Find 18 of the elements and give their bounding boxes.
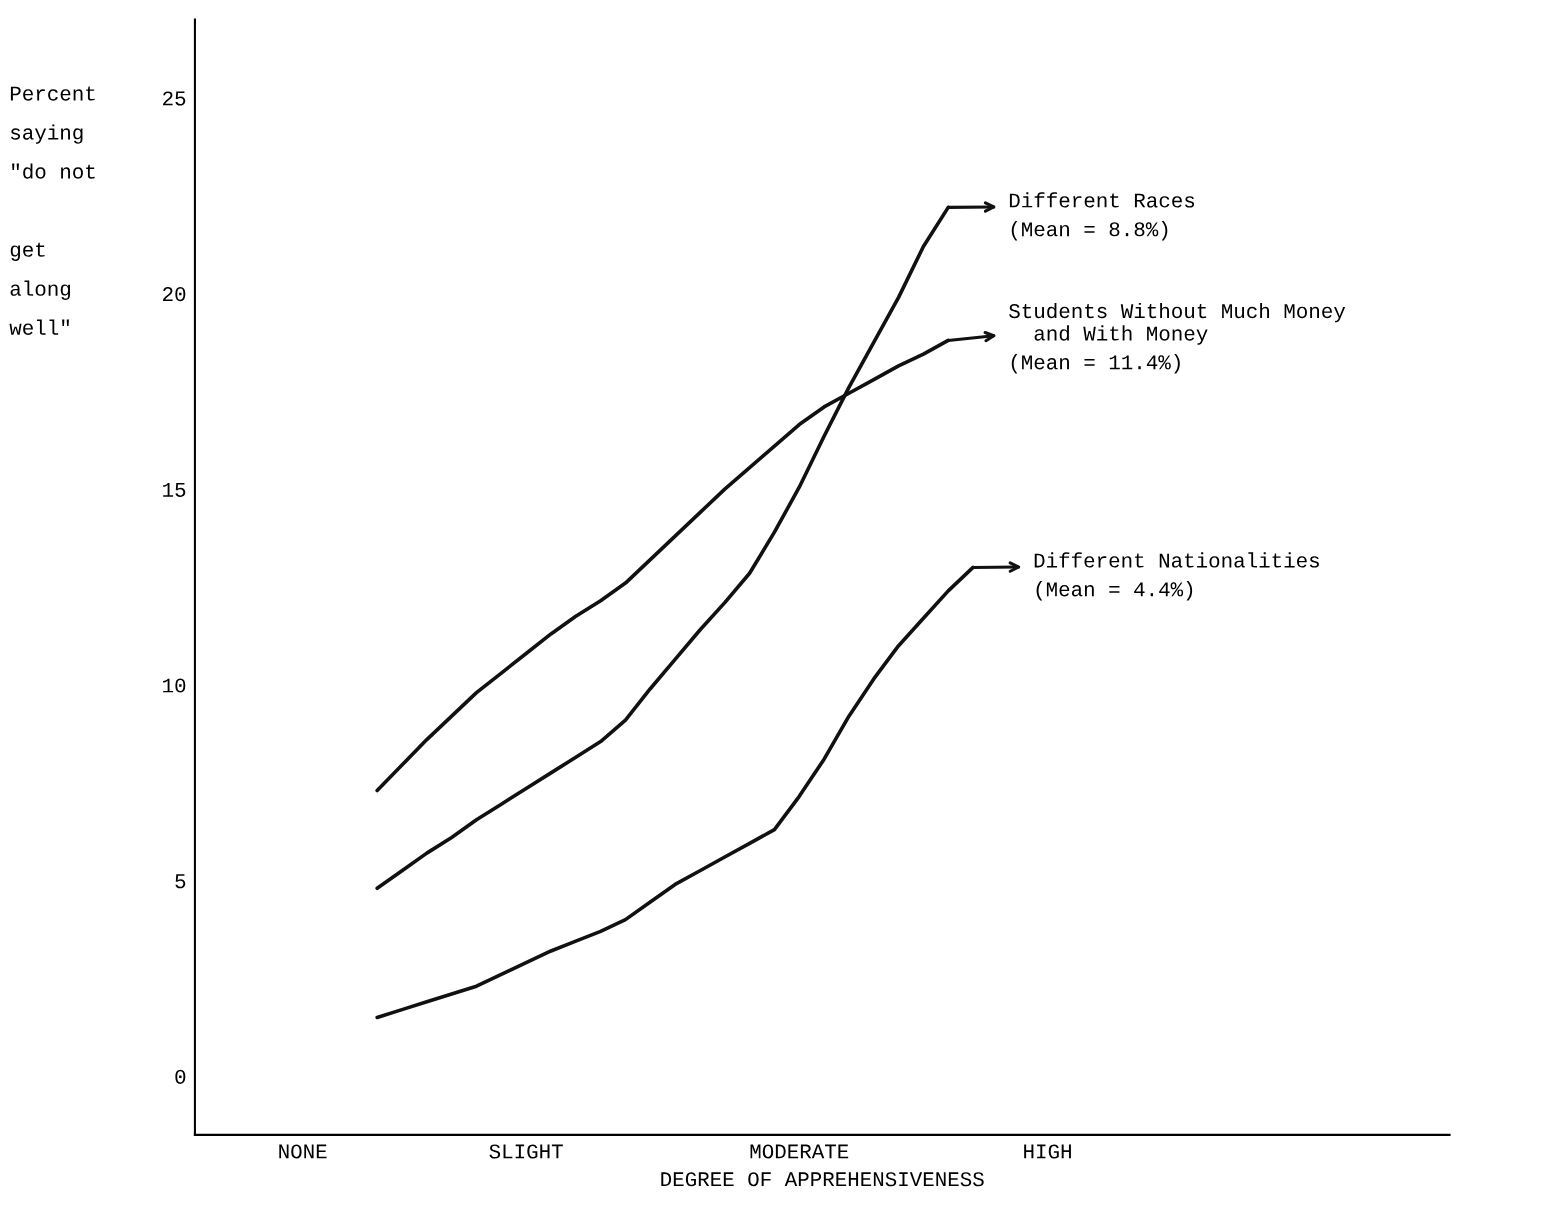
- y-tick-label: 5: [175, 874, 186, 889]
- legend-label: Students Without Much Money and With Money: [1009, 302, 1346, 345]
- y-tick-label: 25: [163, 91, 186, 106]
- x-axis-title: DEGREE OF APPREHENSIVENESS: [661, 1172, 984, 1187]
- y-tick-label: 15: [163, 482, 186, 497]
- legend-label: Different Races: [1009, 192, 1195, 208]
- x-tick-label: SLIGHT: [489, 1144, 563, 1159]
- y-tick-label: 20: [163, 287, 186, 302]
- legend-label: Different Nationalities: [1034, 552, 1319, 568]
- annotation: (Mean = 8.8%): [1011, 221, 1168, 241]
- y-tick-label: 0: [175, 1069, 186, 1084]
- y-tick-label: 10: [163, 678, 186, 693]
- x-tick-label: HIGH: [1024, 1144, 1071, 1159]
- annotation: (Mean = 11.4%): [1011, 354, 1180, 374]
- x-tick-label: NONE: [279, 1144, 327, 1159]
- text: Percent saying "do not get along well": [9, 86, 95, 335]
- x-tick-label: MODERATE: [750, 1144, 849, 1159]
- annotation: (Mean = 4.4%): [1036, 581, 1193, 601]
